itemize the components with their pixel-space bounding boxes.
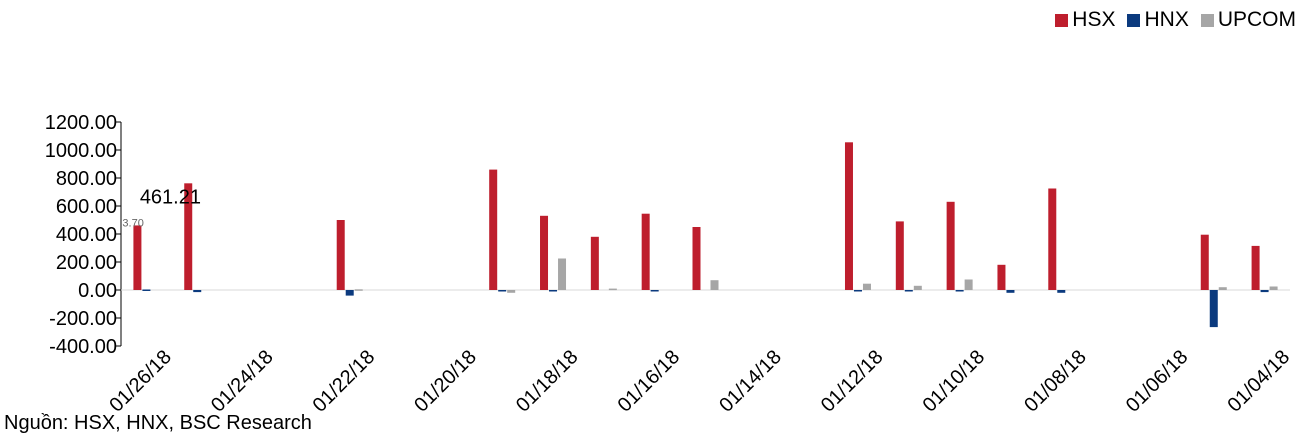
legend-swatch-upcom	[1200, 13, 1214, 27]
x-tick-label: 01/20/18	[410, 346, 481, 417]
bar-hsx	[844, 142, 853, 290]
y-tick-label: -400.00	[49, 336, 117, 358]
bar-hsx	[997, 264, 1006, 290]
bar-hsx	[1251, 245, 1260, 290]
bar-upcom	[1269, 286, 1278, 290]
data-label-hnx: 3.70	[122, 217, 143, 229]
legend-label-hsx: HSX	[1072, 8, 1116, 31]
x-tick-label: 01/22/18	[309, 346, 380, 417]
bar-hnx	[193, 290, 202, 293]
y-tick-label: 1000.00	[45, 140, 117, 162]
legend-item-hsx: HSX	[1055, 8, 1115, 32]
x-tick-label: 01/12/18	[817, 346, 888, 417]
bar-hsx	[133, 225, 142, 290]
bar-hnx	[904, 290, 913, 292]
bar-hnx	[1057, 290, 1066, 293]
x-tick-label: 01/04/18	[1224, 346, 1295, 417]
x-tick-label: 01/18/18	[512, 346, 583, 417]
source-note: Nguồn: HSX, HNX, BSC Research	[4, 412, 312, 434]
x-tick-label: 01/16/18	[614, 346, 685, 417]
y-tick-label: 600.00	[56, 196, 117, 218]
bar-hnx	[549, 290, 558, 292]
y-tick-label: 0.00	[78, 280, 117, 302]
legend-item-upcom: UPCOM	[1200, 8, 1296, 32]
bar-hnx	[142, 289, 151, 291]
data-label-hsx: 461.21	[140, 186, 201, 208]
bar-upcom	[862, 283, 871, 290]
bar-upcom	[608, 288, 617, 291]
y-tick-label: 800.00	[56, 168, 117, 190]
x-tick-label: 01/10/18	[919, 346, 990, 417]
x-tick-label: 01/14/18	[715, 346, 786, 417]
bar-hsx	[1048, 188, 1057, 290]
x-tick-label: 01/24/18	[207, 346, 278, 417]
bar-hsx	[336, 220, 345, 290]
y-tick-label: 1200.00	[45, 112, 117, 134]
bar-upcom	[507, 290, 516, 293]
bar-hsx	[946, 201, 955, 290]
y-tick-label: 400.00	[56, 224, 117, 246]
bar-hsx	[895, 221, 904, 290]
bar-upcom	[354, 289, 363, 291]
chart-legend: HSX HNX UPCOM	[1055, 8, 1296, 32]
bar-hsx	[184, 183, 193, 290]
x-tick-label: 01/06/18	[1122, 346, 1193, 417]
bar-upcom	[558, 258, 567, 290]
legend-item-hnx: HNX	[1127, 8, 1189, 32]
bar-upcom	[1218, 287, 1227, 290]
bar-hsx	[1200, 234, 1209, 290]
bar-upcom	[964, 279, 973, 290]
bar-upcom	[913, 285, 922, 290]
legend-swatch-hnx	[1127, 13, 1141, 27]
legend-swatch-hsx	[1055, 13, 1069, 27]
bar-hsx	[590, 236, 599, 290]
bar-hsx	[489, 169, 498, 290]
bar-hsx	[641, 213, 650, 290]
x-tick-label: 01/08/18	[1020, 346, 1091, 417]
bar-hnx	[1209, 290, 1218, 328]
bar-hnx	[345, 290, 354, 296]
bar-hnx	[498, 290, 507, 292]
bar-hnx	[853, 290, 862, 292]
y-tick-label: 200.00	[56, 252, 117, 274]
bar-hnx	[650, 290, 659, 292]
legend-label-hnx: HNX	[1144, 8, 1189, 31]
bar-hsx	[692, 227, 701, 290]
bar-hnx	[955, 290, 964, 292]
bar-hnx	[1006, 290, 1015, 293]
bar-hsx	[540, 215, 549, 290]
bar-hnx	[1260, 290, 1269, 293]
bar-upcom	[710, 280, 719, 290]
y-tick-label: -200.00	[49, 308, 117, 330]
legend-label-upcom: UPCOM	[1217, 8, 1296, 31]
